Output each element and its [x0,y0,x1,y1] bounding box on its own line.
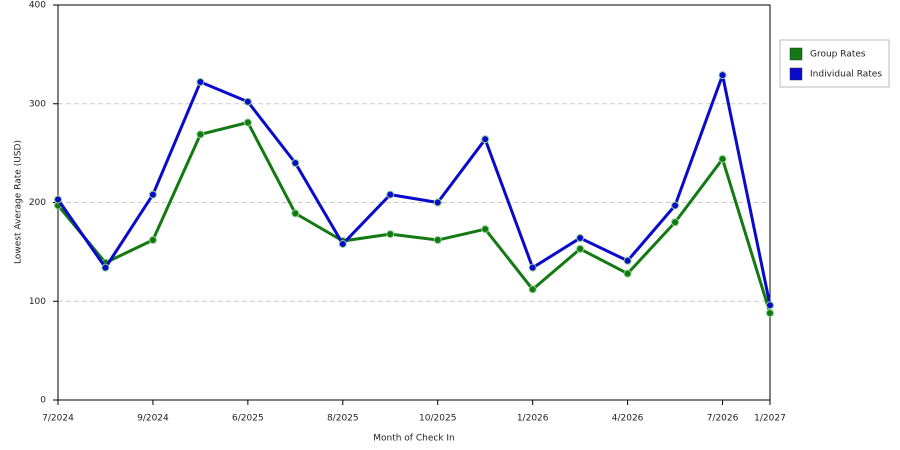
data-point [291,159,300,167]
x-tick-label: 10/2025 [419,414,456,424]
data-point [576,234,585,243]
y-tick-label: 200 [29,198,46,208]
data-point [481,135,490,144]
data-point [148,236,157,245]
legend-label: Individual Rates [810,70,882,80]
x-tick-label: 8/2025 [327,414,359,424]
legend-swatch [789,67,803,81]
x-axis-label: Month of Check In [373,434,455,444]
series-line [56,73,772,306]
data-point [528,285,537,294]
legend-swatch [789,47,803,61]
data-point [766,309,774,318]
x-tick-label: 1/2027 [754,414,786,424]
y-tick-label: 400 [29,1,46,11]
data-point [576,244,585,253]
data-point [196,78,205,87]
data-point [386,190,395,199]
data-point [433,198,442,207]
x-tick-label: 9/2024 [137,414,169,424]
data-point [386,230,395,239]
data-point [101,263,110,272]
legend-label: Group Rates [810,50,866,60]
y-axis-label: Lowest Average Rate (USD) [14,140,24,264]
data-point [528,263,537,272]
data-point [671,218,680,227]
data-point [338,239,347,248]
x-tick-label: 4/2026 [612,414,644,424]
series-line [56,121,772,314]
y-tick-label: 300 [29,99,46,109]
x-tick-label: 7/2026 [707,414,739,424]
data-point [54,195,62,204]
x-tick-label: 6/2025 [232,414,264,424]
data-point [623,256,632,265]
data-point [718,155,727,164]
x-tick-label: 7/2024 [42,414,74,424]
data-point [718,71,727,80]
data-point [433,236,442,245]
data-point [481,225,490,234]
data-point [243,97,252,106]
data-point [766,301,774,310]
data-point [291,209,300,218]
y-tick-label: 0 [40,396,46,406]
data-point [148,190,157,199]
data-point [243,118,252,127]
x-tick-label: 1/2026 [517,414,549,424]
data-point [196,130,205,139]
data-point [623,269,632,278]
data-point [671,201,680,210]
y-tick-label: 100 [29,297,46,307]
